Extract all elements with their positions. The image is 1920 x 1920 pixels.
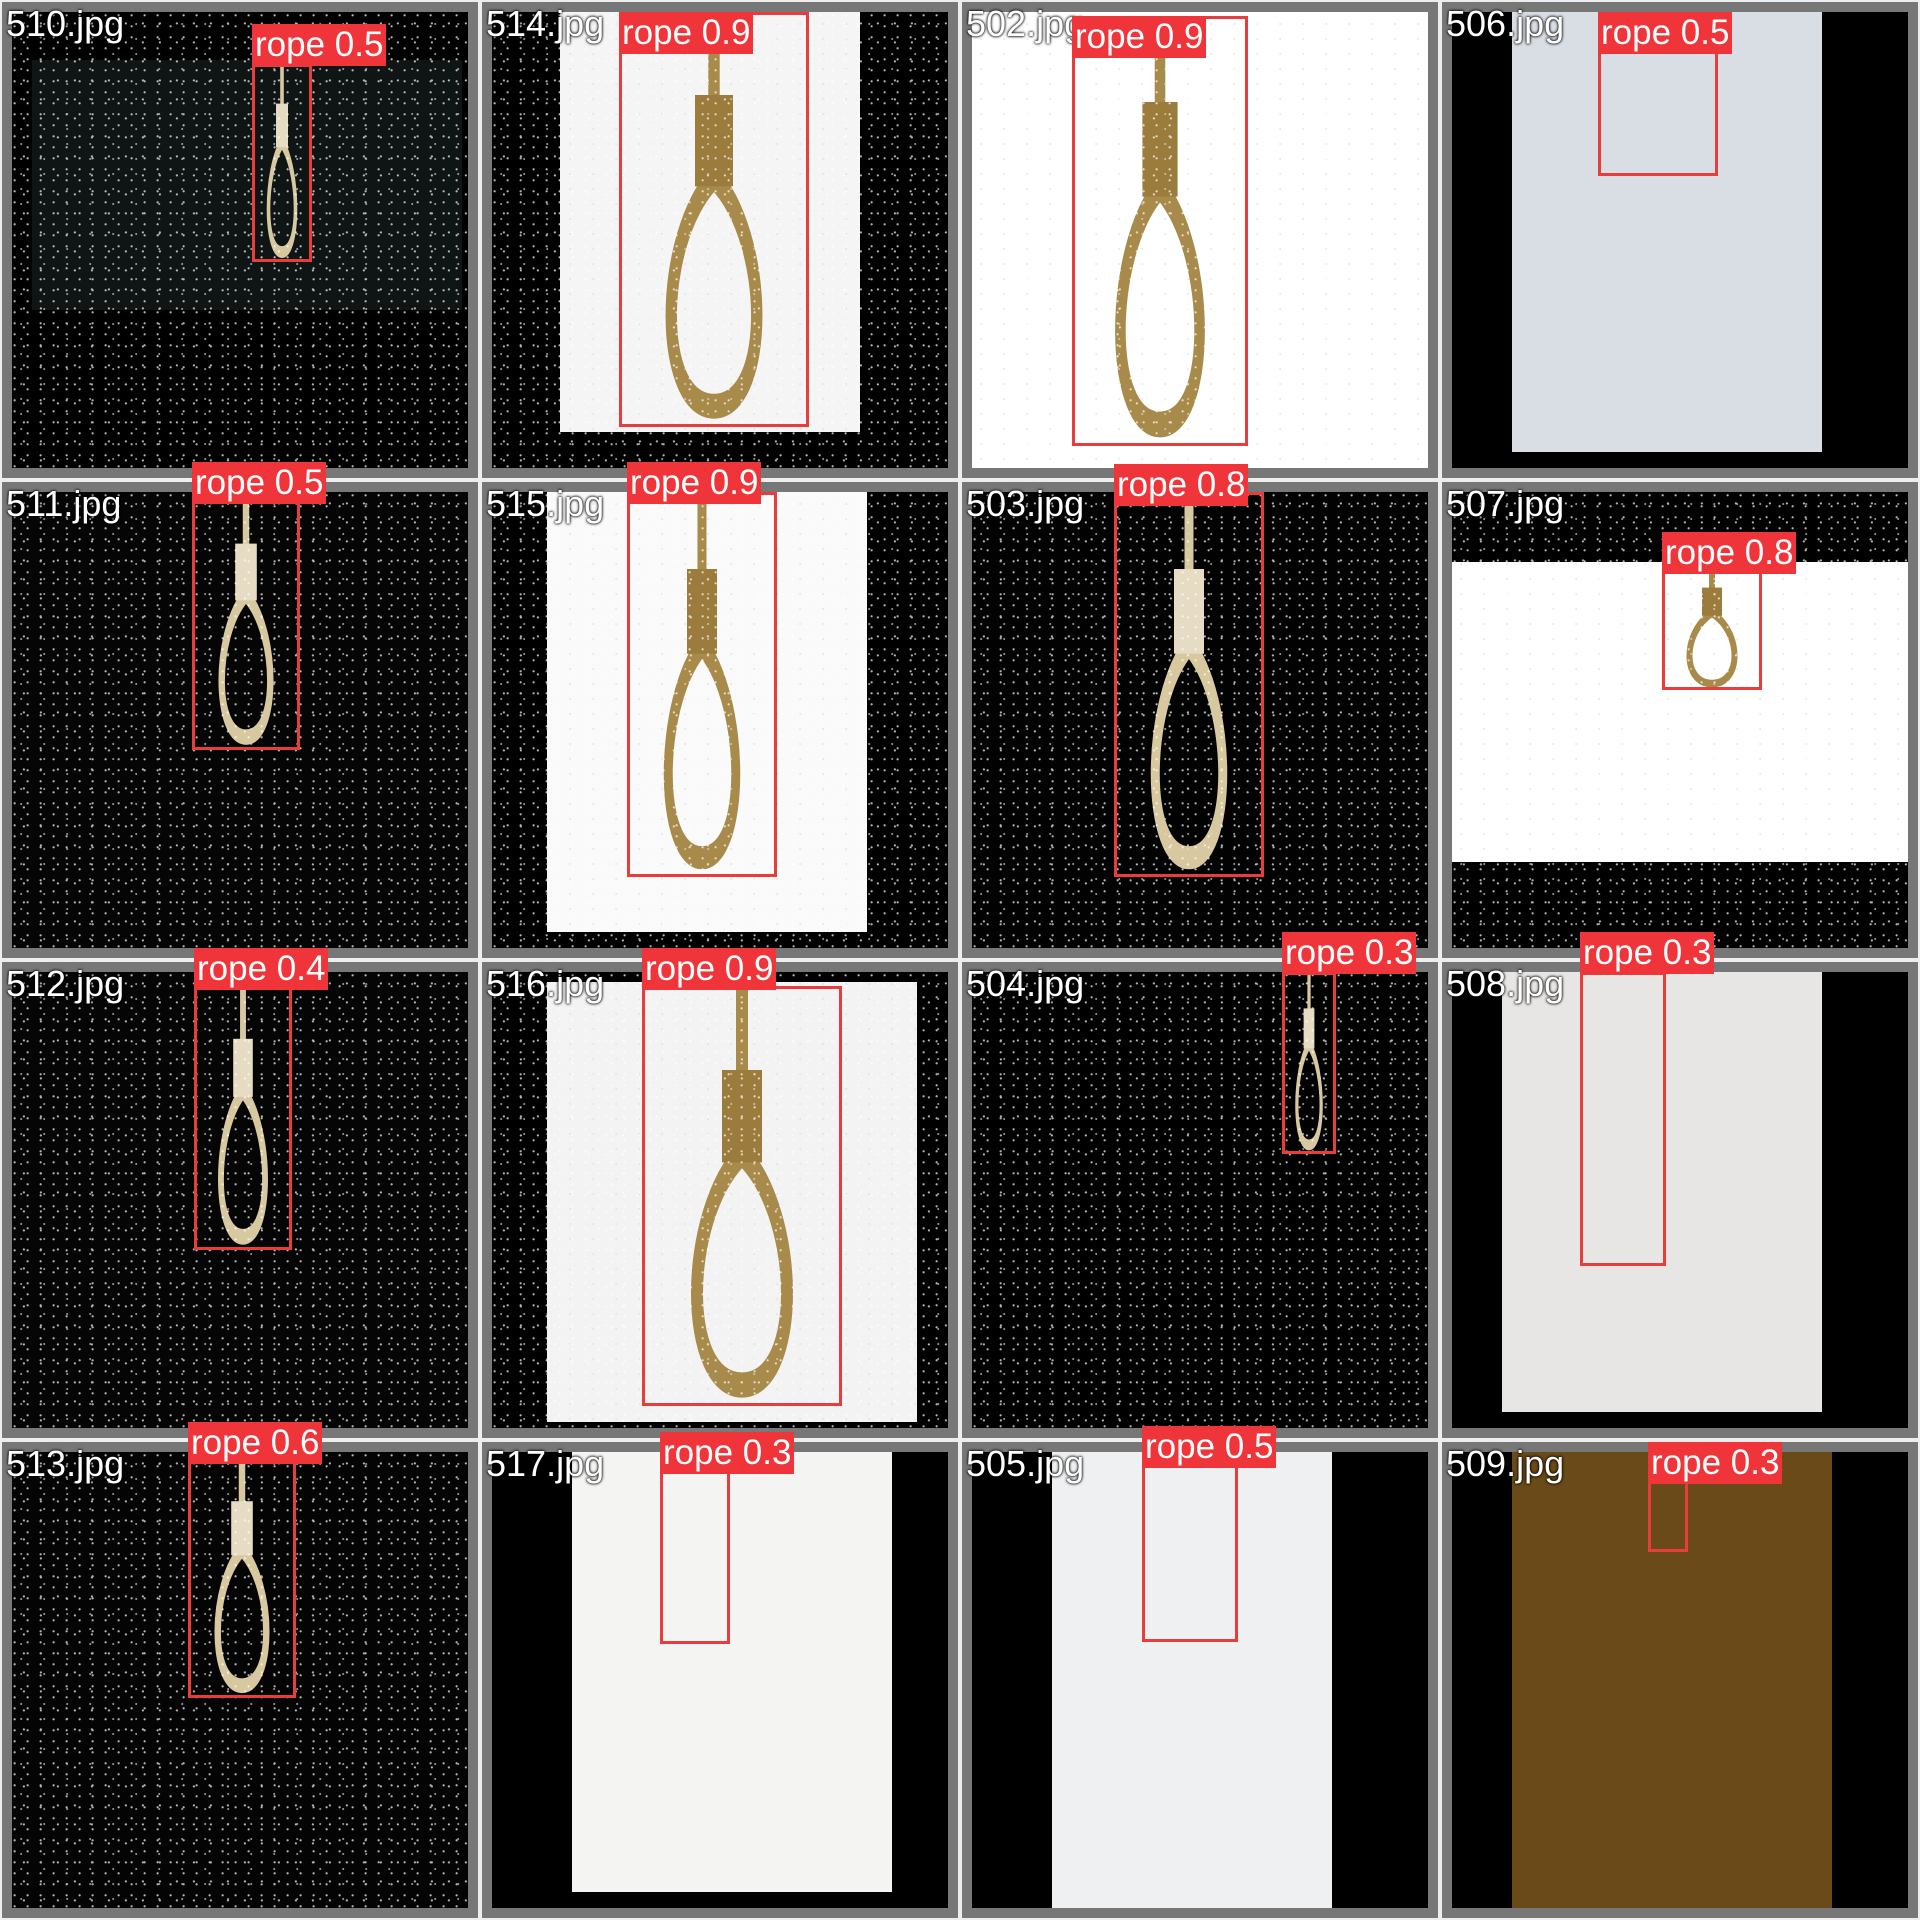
filename-label: 512.jpg [6,963,125,1004]
detection-box [660,1468,730,1644]
tile-image [1452,972,1908,1428]
tile-image [12,972,468,1428]
photo-content [1052,1452,1332,1908]
detection-box [252,64,312,262]
image-tile: 515.jpg rope 0.9 [480,462,960,960]
image-tile: 510.jpg rope 0.5 [0,0,480,480]
image-tile: 506.jpg rope 0.5 [1440,0,1920,480]
detection-label: rope 0.9 [642,948,777,990]
detection-label: rope 0.5 [192,462,327,504]
image-tile: 511.jpg rope 0.5 [0,462,480,960]
filename-label: 510.jpg [6,3,125,44]
detection-label: rope 0.8 [1114,464,1249,506]
detection-label: rope 0.5 [1598,12,1733,54]
detection-box [1662,562,1762,690]
detection-label: rope 0.5 [1142,1426,1277,1468]
detection-label: rope 0.3 [1282,932,1417,974]
filename-label: 507.jpg [1446,483,1565,524]
detection-label: rope 0.9 [1072,16,1207,58]
detection-label: rope 0.9 [619,12,754,54]
filename-label: 511.jpg [6,483,122,524]
detection-box [642,986,842,1406]
detection-box [1580,972,1666,1266]
image-tile: 502.jpg rope 0.9 [960,0,1440,480]
noise-overlay [492,12,948,468]
image-tile: 509.jpg rope 0.3 [1440,1440,1920,1920]
tile-image [972,1452,1428,1908]
detection-box [1648,1472,1688,1552]
detection-box [619,12,809,427]
detection-box [192,492,300,750]
tile-image [492,972,948,1428]
tile-image [12,12,468,468]
detection-box [1598,46,1718,176]
noise-overlay [972,972,1428,1428]
detection-label: rope 0.9 [627,462,762,504]
noise-overlay [492,492,948,948]
tile-image [1452,1452,1908,1908]
photo-content [1512,12,1822,452]
detection-box [1142,1452,1238,1642]
detection-box [194,986,292,1250]
image-tile: 512.jpg rope 0.4 [0,948,480,1440]
detection-label: rope 0.8 [1662,532,1797,574]
image-tile: 513.jpg rope 0.6 [0,1422,480,1920]
image-tile: 504.jpg rope 0.3 [960,932,1440,1440]
filename-label: 505.jpg [966,1443,1085,1484]
tile-image [12,492,468,948]
noise-overlay [972,492,1428,948]
tile-image [12,1452,468,1908]
detection-label: rope 0.3 [660,1432,795,1474]
tile-image [492,492,948,948]
noise-overlay [492,972,948,1428]
filename-label: 504.jpg [966,963,1085,1004]
tile-image [972,492,1428,948]
detection-box [627,492,777,877]
photo-content [1502,972,1822,1412]
noise-overlay [12,12,468,468]
filename-label: 508.jpg [1446,963,1565,1004]
filename-label: 516.jpg [486,963,605,1004]
tile-image [1452,12,1908,468]
image-tile: 505.jpg rope 0.5 [960,1426,1440,1920]
image-tile: 516.jpg rope 0.9 [480,948,960,1440]
detection-label: rope 0.5 [252,24,387,66]
filename-label: 503.jpg [966,483,1085,524]
tile-image [492,1452,948,1908]
filename-label: 515.jpg [486,483,605,524]
image-tile: 503.jpg rope 0.8 [960,464,1440,960]
noise-overlay [12,972,468,1428]
detection-label: rope 0.4 [194,948,329,990]
image-tile: 507.jpg rope 0.8 [1440,480,1920,960]
filename-label: 502.jpg [966,3,1085,44]
noise-overlay [12,492,468,948]
noise-overlay [12,1452,468,1908]
detection-label: rope 0.3 [1580,932,1715,974]
detection-box [1282,972,1336,1154]
noise-overlay [972,12,1428,468]
filename-label: 514.jpg [486,3,605,44]
detection-box [1114,492,1264,877]
detection-box [188,1452,296,1698]
tile-image [492,12,948,468]
image-tile: 514.jpg rope 0.9 [480,0,960,480]
detection-box [1072,16,1248,446]
photo-content [1512,1452,1832,1908]
image-tile: 517.jpg rope 0.3 [480,1432,960,1920]
detection-label: rope 0.3 [1648,1442,1783,1484]
filename-label: 517.jpg [486,1443,605,1484]
tile-image [972,972,1428,1428]
filename-label: 506.jpg [1446,3,1565,44]
filename-label: 509.jpg [1446,1443,1565,1484]
tile-image [972,12,1428,468]
photo-content [572,1452,892,1892]
detection-label: rope 0.6 [188,1422,323,1464]
filename-label: 513.jpg [6,1443,125,1484]
image-tile: 508.jpg rope 0.3 [1440,932,1920,1440]
